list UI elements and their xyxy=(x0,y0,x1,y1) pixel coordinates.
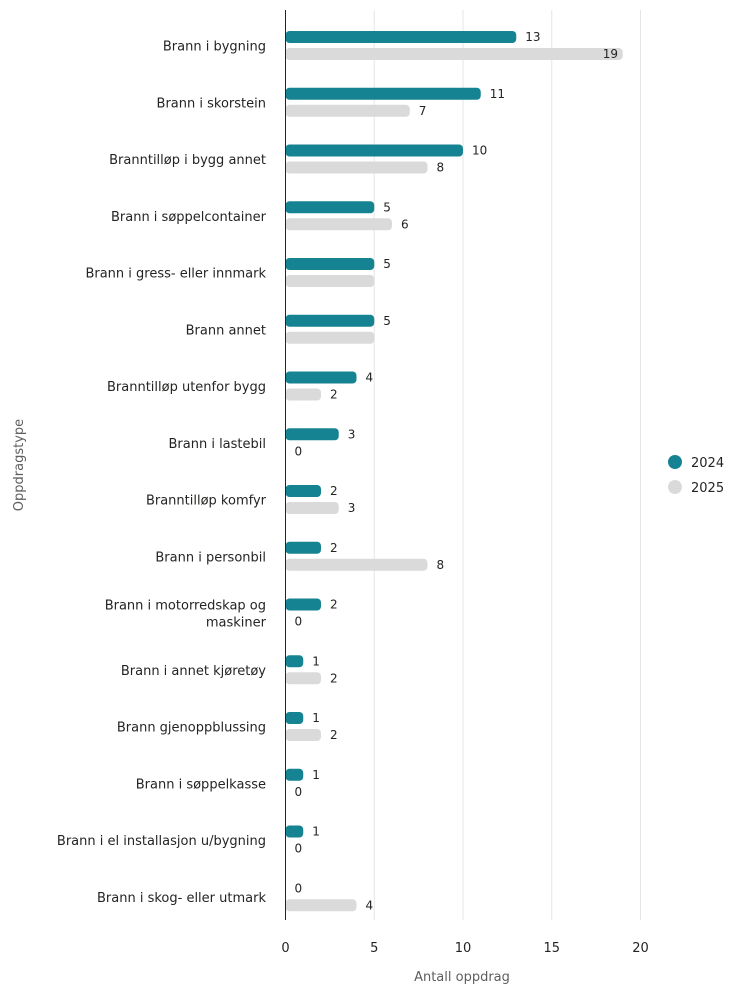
bar-2024 xyxy=(285,598,321,611)
category-labels: Brann i bygning Brann i skorstein Branntil… xyxy=(57,40,267,906)
bar-2025 xyxy=(285,331,375,344)
legend-marker-2024 xyxy=(668,455,682,469)
bar-2024 xyxy=(285,485,321,497)
bar-2024 xyxy=(285,825,304,838)
bar-2024 xyxy=(285,144,463,157)
category-label: Brann i gress- eller innmark xyxy=(85,267,266,282)
data-label-2024: 5 xyxy=(383,314,391,328)
bar-2024 xyxy=(285,655,304,668)
data-label-2025: 0 xyxy=(295,842,303,856)
category-label: Brann i el installasjon u/bygning xyxy=(57,834,266,849)
x-tick-label: 15 xyxy=(543,941,560,956)
bar-2024 xyxy=(285,371,357,384)
category-label: Brann i bygning xyxy=(163,40,266,55)
data-label-2024: 2 xyxy=(330,484,338,498)
bar-2024 xyxy=(285,428,339,441)
x-tick-label: 0 xyxy=(281,941,289,956)
data-label-2024: 5 xyxy=(383,200,391,214)
data-label-2025: 0 xyxy=(295,785,303,799)
legend: 2024 2025 xyxy=(668,455,724,496)
data-label-2025: 2 xyxy=(330,728,338,742)
data-label-2025: 8 xyxy=(437,161,445,175)
category-label: Brann i søppelkasse xyxy=(136,777,266,792)
data-label-2025: 7 xyxy=(419,104,427,118)
y-axis-title: Oppdragstype xyxy=(12,419,27,511)
category-label: Brann annet xyxy=(186,323,266,338)
data-label-2025: 4 xyxy=(366,898,374,912)
x-axis-title: Antall oppdrag xyxy=(414,970,510,985)
bar-2025 xyxy=(285,672,321,685)
legend-label-2024: 2024 xyxy=(691,456,724,471)
category-label: Brann gjenoppblussing xyxy=(117,721,266,736)
data-label-2024: 11 xyxy=(490,87,505,101)
bar-2025 xyxy=(285,48,623,60)
data-label-2025: 2 xyxy=(330,671,338,685)
legend-marker-2025 xyxy=(668,480,682,494)
category-label: Brann i skorstein xyxy=(157,96,266,111)
category-label: Brann i lastebil xyxy=(168,437,266,452)
bar-2024 xyxy=(285,31,517,43)
data-label-2024: 2 xyxy=(330,598,338,612)
category-label: Branntilløp i bygg annet xyxy=(109,153,266,168)
bar-2025 xyxy=(285,161,428,174)
legend-label-2025: 2025 xyxy=(691,481,724,496)
bar-2025 xyxy=(285,275,375,287)
data-label-2025: 8 xyxy=(437,558,445,572)
data-label-2025: 19 xyxy=(603,47,618,61)
data-label-2024: 3 xyxy=(348,427,356,441)
category-label: Brann i motorredskap og maskiner xyxy=(105,599,267,631)
bar-2024 xyxy=(285,314,375,327)
data-label-2024: 1 xyxy=(312,654,320,668)
bar-2024 xyxy=(285,87,481,100)
bar-2025 xyxy=(285,388,321,401)
data-label-2025: 6 xyxy=(401,217,409,231)
bar-2024 xyxy=(285,712,304,724)
data-label-2025: 2 xyxy=(330,388,338,402)
data-label-2024: 1 xyxy=(312,768,320,782)
category-label: Branntilløp komfyr xyxy=(146,494,267,509)
bar-2025 xyxy=(285,899,357,912)
x-tick-label: 5 xyxy=(370,941,378,956)
x-tick-labels: 0 5 10 15 20 xyxy=(281,941,648,956)
data-label-2024: 1 xyxy=(312,711,320,725)
data-label-2024: 4 xyxy=(366,371,374,385)
bar-2025 xyxy=(285,558,428,571)
gridlines xyxy=(373,10,641,920)
data-label-2025: 3 xyxy=(348,501,356,515)
category-label: Brann i personbil xyxy=(155,550,266,565)
category-label: Brann i søppelcontainer xyxy=(111,210,267,225)
data-label-2025: 0 xyxy=(295,444,303,458)
category-label: Brann i skog- eller utmark xyxy=(97,891,266,906)
bar-2024 xyxy=(285,201,375,214)
bar-2024 xyxy=(285,258,375,270)
bar-2025 xyxy=(285,104,410,117)
data-label-2024: 1 xyxy=(312,825,320,839)
data-label-2024: 5 xyxy=(383,257,391,271)
data-label-2024: 2 xyxy=(330,541,338,555)
data-label-2024: 10 xyxy=(472,144,487,158)
category-label: Brann i annet kjøretøy xyxy=(121,664,266,679)
data-label-2024: 0 xyxy=(295,881,303,895)
bar-2025 xyxy=(285,502,339,514)
data-label-2024: 13 xyxy=(525,30,540,44)
bar-2025 xyxy=(285,218,392,231)
bar-2024 xyxy=(285,541,321,554)
bar-2024 xyxy=(285,768,304,781)
x-tick-label: 10 xyxy=(455,941,472,956)
category-label: Branntilløp utenfor bygg xyxy=(107,380,266,395)
bars xyxy=(285,31,623,912)
data-label-2025: 0 xyxy=(295,615,303,629)
x-tick-label: 20 xyxy=(632,941,649,956)
bar-2025 xyxy=(285,729,321,741)
